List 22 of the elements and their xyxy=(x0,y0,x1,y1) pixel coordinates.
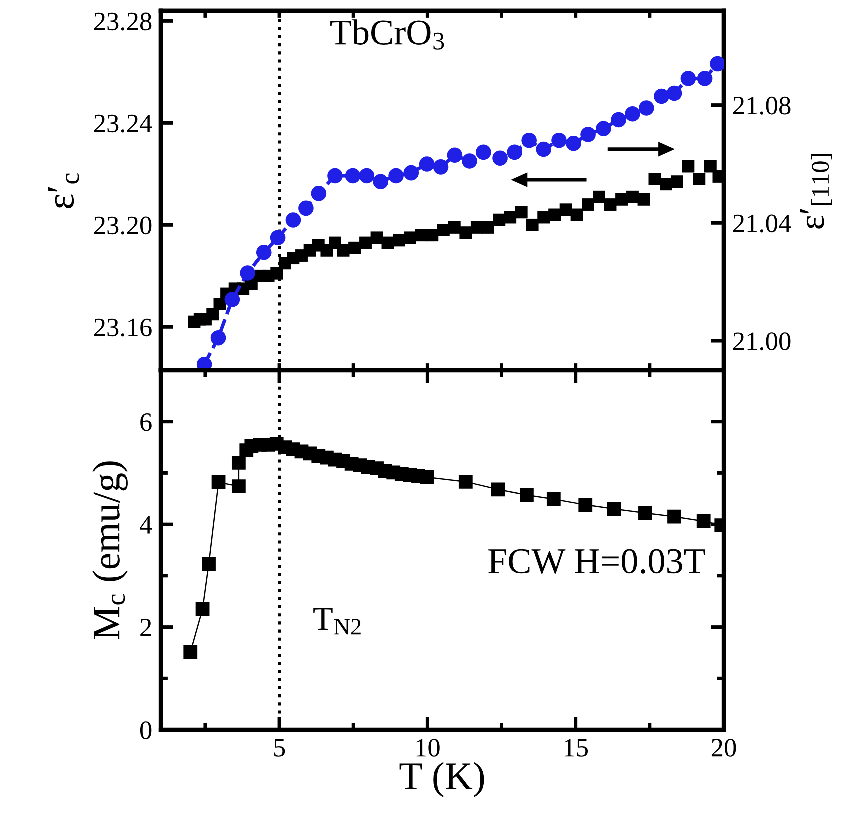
y2-tick-label: 21.00 xyxy=(733,332,791,351)
y-tick-label: 2 xyxy=(140,618,152,636)
y-tick-label: 0 xyxy=(140,722,152,740)
y-tick-label: 6 xyxy=(140,414,152,432)
y-axis-title: ε′$_{c}$ xyxy=(48,174,80,208)
x-tick-label: 10 xyxy=(416,739,440,757)
annotation: TbCrO$_{3}$ xyxy=(330,20,444,50)
x-tick-label: 20 xyxy=(712,739,736,757)
y-tick-label: 23.20 xyxy=(94,216,152,235)
y2-axis-title: ε′$_{[110]}$ xyxy=(800,154,832,229)
y-tick-label: 23.28 xyxy=(94,12,152,31)
y2-tick-label: 21.08 xyxy=(733,96,791,115)
y-tick-label: 23.24 xyxy=(94,114,152,133)
y2-tick-label: 21.04 xyxy=(733,214,792,233)
y-tick-label: 4 xyxy=(140,516,152,534)
y-axis-title: M$_{c}$ (emu/g) xyxy=(92,462,128,640)
annotation: T$_{N2}$ xyxy=(314,608,361,635)
x-tick-label: 15 xyxy=(564,739,588,757)
annotation: FCW H=0.03T xyxy=(488,549,706,574)
x-axis-title: T (K) xyxy=(400,762,484,798)
y-tick-label: 23.16 xyxy=(94,318,152,337)
x-tick-label: 5 xyxy=(274,739,286,757)
